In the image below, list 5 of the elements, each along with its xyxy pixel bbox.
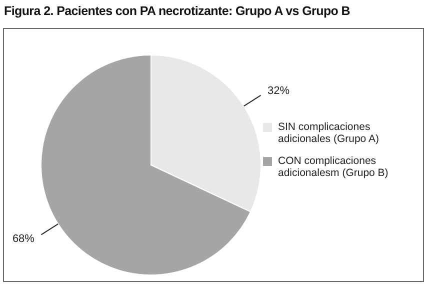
chart-title: Figura 2. Pacientes con PA necrotizante: Grupo A vs Grupo B xyxy=(4,4,350,18)
legend-label: SIN complicaciones adicionales (Grupo A) xyxy=(278,121,380,145)
data-label: 68% xyxy=(12,232,35,245)
legend-label: CON complicaciones adicionalesm (Grupo B) xyxy=(278,155,390,179)
data-label: 32% xyxy=(268,85,290,98)
